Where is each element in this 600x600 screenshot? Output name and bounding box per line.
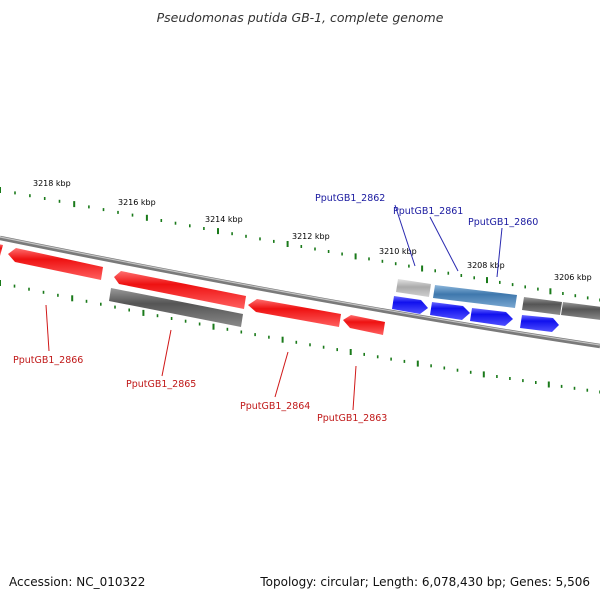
gene-block-gray[interactable] <box>109 288 243 327</box>
gene-label[interactable]: PputGB1_2862 <box>315 193 385 204</box>
tick-label: 3206 kbp <box>554 273 592 282</box>
gene-arrow-blue[interactable] <box>430 302 470 320</box>
gene-block-gray[interactable] <box>561 302 600 320</box>
gene-arrow-blue[interactable] <box>470 308 513 326</box>
leader-line <box>429 216 459 272</box>
tick-marks <box>0 187 600 394</box>
gene-arrow-blue[interactable] <box>392 296 428 314</box>
gene-label[interactable]: PputGB1_2861 <box>393 206 463 217</box>
label-leaders <box>45 204 503 411</box>
leader-line <box>274 351 289 398</box>
gene-arrow-blue[interactable] <box>520 315 559 332</box>
accession-text: Accession: NC_010322 <box>9 575 145 589</box>
tick-labels: 3218 kbp 3216 kbp 3214 kbp 3212 kbp 3210… <box>33 179 592 282</box>
gene-label[interactable]: PputGB1_2864 <box>240 401 310 412</box>
gene-block-light[interactable] <box>396 279 431 297</box>
forward-strand-genes <box>392 279 600 332</box>
leader-line <box>496 227 503 278</box>
gene-arrow-red[interactable] <box>114 271 246 309</box>
gene-label[interactable]: PputGB1_2860 <box>468 217 538 228</box>
gene-label[interactable]: PputGB1_2866 <box>13 355 83 366</box>
leader-line <box>352 365 357 411</box>
gene-arrow-red[interactable] <box>0 244 3 256</box>
gene-block-steel[interactable] <box>433 285 517 308</box>
tick-label: 3214 kbp <box>205 215 243 224</box>
gene-arrow-red[interactable] <box>248 299 341 327</box>
gene-labels: PputGB1_2862 PputGB1_2861 PputGB1_2860 P… <box>13 193 538 424</box>
gene-arrow-red[interactable] <box>343 315 385 335</box>
gene-label[interactable]: PputGB1_2865 <box>126 379 196 390</box>
gene-label[interactable]: PputGB1_2863 <box>317 413 387 424</box>
genome-backbone <box>0 235 600 349</box>
genome-backbone-highlight <box>0 236 600 346</box>
leader-line <box>394 204 416 267</box>
map-title: Pseudomonas putida GB-1, complete genome <box>157 10 444 25</box>
leader-line <box>45 304 50 352</box>
tick-label: 3210 kbp <box>379 247 417 256</box>
tick-label: 3208 kbp <box>467 261 505 270</box>
gene-arrow-red[interactable] <box>8 248 103 280</box>
tick-label: 3216 kbp <box>118 198 156 207</box>
genome-summary-text: Topology: circular; Length: 6,078,430 bp… <box>259 575 590 589</box>
leader-line <box>161 329 172 377</box>
tick-label: 3218 kbp <box>33 179 71 188</box>
gene-block-gray[interactable] <box>522 297 562 315</box>
reverse-strand-genes <box>0 244 385 335</box>
tick-label: 3212 kbp <box>292 232 330 241</box>
